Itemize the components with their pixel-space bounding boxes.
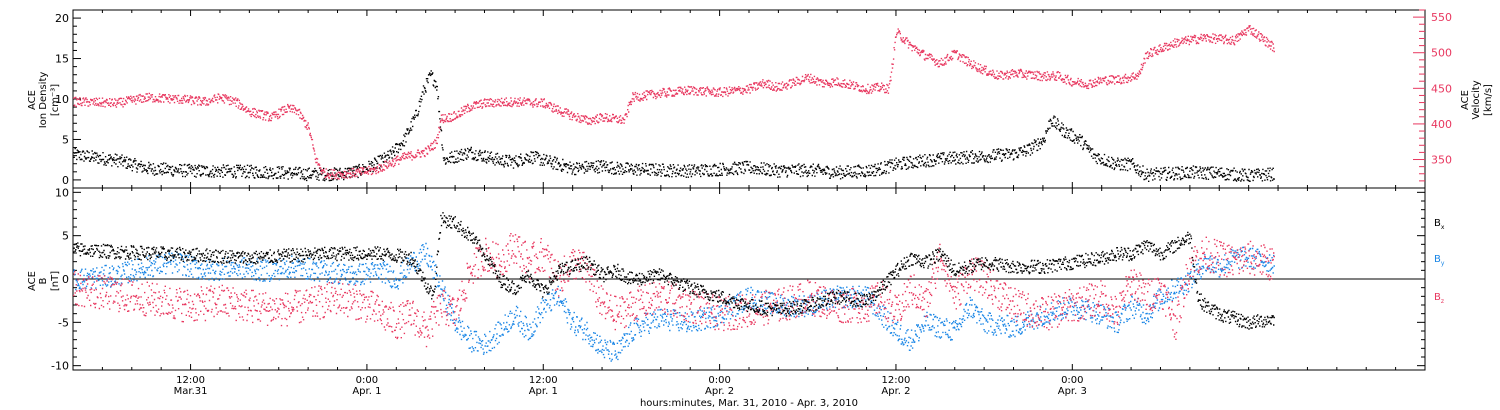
data-points (73, 25, 1275, 362)
velocity-points (73, 25, 1275, 180)
top-left-ylabel: ACE Ion Density [cm⁻³] (27, 72, 61, 129)
bottom-left-ylabel-line2: B (38, 277, 49, 284)
top-left-ylabel-line2: Ion Density (38, 72, 49, 129)
x-tick-label-date: Apr. 1 (352, 386, 381, 397)
top-right-ylabel-line1: ACE (1460, 90, 1471, 110)
x-tick-label-date: Apr. 1 (529, 386, 558, 397)
top-left-ylabel-line1: ACE (27, 90, 38, 110)
y-tick-label-left: 10 (55, 93, 69, 106)
y-tick-label-left: 20 (55, 12, 69, 25)
x-tick-label-time: 0:00 (708, 375, 730, 386)
y-tick-label-right: 450 (1431, 82, 1452, 95)
x-axis-label: hours:minutes, Mar. 31, 2010 - Apr. 3, 2… (640, 398, 858, 409)
y-tick-label-bottom: -5 (58, 316, 69, 329)
x-tick-label-date: Apr. 2 (881, 386, 910, 397)
top-left-ylabel-line3: [cm⁻³] (50, 84, 61, 116)
y-tick-label-bottom: 5 (62, 230, 69, 243)
top-right-ylabel-line2: Velocity (1471, 80, 1482, 119)
x-tick-label-time: 12:00 (882, 375, 911, 386)
top-right-ylabel: ACE Velocity [km/s] (1460, 80, 1494, 119)
y-tick-label-bottom: 10 (55, 186, 69, 199)
top-right-ylabel-line3: [km/s] (1483, 84, 1494, 116)
bx-points (73, 212, 1275, 330)
x-tick-label-time: 12:00 (529, 375, 558, 386)
x-tick-label-time: 12:00 (176, 375, 205, 386)
legend-by: By (1434, 254, 1445, 267)
y-tick-label-bottom: -10 (51, 360, 69, 373)
x-tick-label-date: Apr. 2 (705, 386, 734, 397)
x-tick-label-date: Mar.31 (174, 386, 208, 397)
x-tick-label-date: Apr. 3 (1058, 386, 1087, 397)
y-tick-label-left: 0 (62, 174, 69, 187)
legend: Bx By Bz (1434, 218, 1445, 305)
bottom-left-ylabel-line3: [nT] (50, 271, 61, 291)
x-tick-label-time: 0:00 (356, 375, 378, 386)
legend-bz: Bz (1434, 292, 1444, 305)
y-tick-label-left: 15 (55, 53, 69, 66)
bottom-left-ylabel: ACE B [nT] (27, 271, 61, 291)
y-tick-label-right: 400 (1431, 118, 1452, 131)
y-tick-label-right: 550 (1431, 11, 1452, 24)
bottom-left-ylabel-line1: ACE (27, 271, 38, 291)
bz-points (73, 233, 1275, 348)
y-tick-label-bottom: 0 (62, 273, 69, 286)
y-tick-label-left: 5 (62, 133, 69, 146)
y-tick-label-right: 500 (1431, 47, 1452, 60)
x-tick-label-time: 0:00 (1061, 375, 1083, 386)
legend-bx: Bx (1434, 218, 1445, 231)
y-tick-label-right: 350 (1431, 154, 1452, 167)
